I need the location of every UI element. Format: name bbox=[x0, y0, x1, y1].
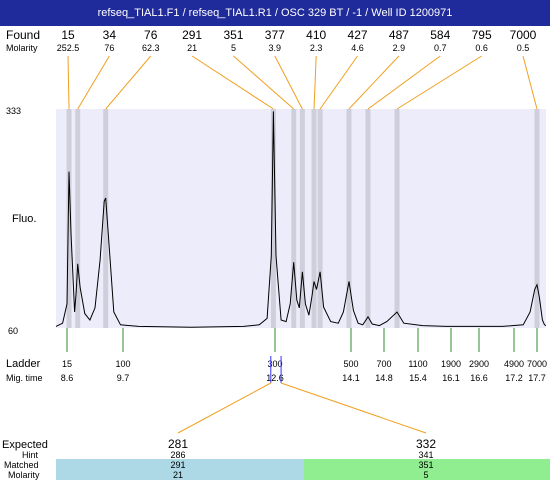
ladder-size-label: 100 bbox=[115, 359, 130, 369]
peak-connector bbox=[397, 56, 482, 109]
matched-label: Matched bbox=[4, 460, 39, 470]
ladder-time-label: 14.1 bbox=[342, 373, 360, 383]
found-molarity-label: 0.5 bbox=[517, 43, 530, 53]
ladder-label: Ladder bbox=[6, 358, 41, 370]
ladder-time-label: 16.6 bbox=[470, 373, 488, 383]
ladder-time-label: 14.8 bbox=[375, 373, 393, 383]
peak-band bbox=[365, 109, 370, 328]
found-size-label: 291 bbox=[182, 28, 202, 42]
ladder-size-label: 7000 bbox=[527, 359, 547, 369]
found-molarity-label: 0.7 bbox=[434, 43, 447, 53]
peak-band bbox=[291, 109, 296, 328]
expected-size: 332 bbox=[416, 437, 436, 451]
peak-connector bbox=[523, 56, 537, 109]
peak-connector bbox=[349, 56, 399, 109]
found-molarity-label: 2.9 bbox=[393, 43, 406, 53]
found-molarity-label: 21 bbox=[187, 43, 197, 53]
found-label: Found bbox=[6, 28, 40, 42]
ladder-size-label: 2900 bbox=[469, 359, 489, 369]
ladder-size-label: 500 bbox=[343, 359, 358, 369]
found-size-label: 7000 bbox=[510, 28, 537, 42]
found-molarity-label: 0.6 bbox=[475, 43, 488, 53]
peak-connector bbox=[68, 56, 69, 109]
found-molarity-label: 62.3 bbox=[142, 43, 160, 53]
found-size-label: 351 bbox=[223, 28, 243, 42]
peak-connector bbox=[192, 56, 273, 109]
y-axis-label: Fluo. bbox=[12, 213, 36, 225]
matched-size: 291 bbox=[170, 460, 185, 470]
matched-size: 351 bbox=[418, 460, 433, 470]
peak-connector bbox=[233, 56, 293, 109]
molarity-label: Molarity bbox=[6, 43, 38, 53]
found-size-label: 410 bbox=[306, 28, 326, 42]
ladder-time-label: 9.7 bbox=[117, 373, 130, 383]
ladder-size-label: 1100 bbox=[408, 359, 427, 369]
expected-connector bbox=[178, 383, 271, 433]
ladder-time-label: 16.1 bbox=[442, 373, 460, 383]
found-size-label: 34 bbox=[103, 28, 117, 42]
peak-band bbox=[395, 109, 400, 328]
ladder-time-label: 15.4 bbox=[409, 373, 427, 383]
expected-connector bbox=[281, 383, 426, 433]
ladder-size-label: 4900 bbox=[504, 359, 524, 369]
found-molarity-label: 3.9 bbox=[269, 43, 282, 53]
peak-connector bbox=[275, 56, 303, 109]
peak-connector bbox=[78, 56, 110, 109]
y-tick-top: 333 bbox=[6, 106, 21, 116]
peak-connector bbox=[320, 56, 357, 109]
ladder-time-label: 8.6 bbox=[61, 373, 74, 383]
found-size-label: 427 bbox=[348, 28, 368, 42]
found-size-label: 76 bbox=[144, 28, 158, 42]
found-size-label: 377 bbox=[265, 28, 285, 42]
found-molarity-label: 2.3 bbox=[310, 43, 323, 53]
matched-molarity: 5 bbox=[423, 470, 428, 480]
found-size-label: 584 bbox=[430, 28, 450, 42]
found-size-label: 487 bbox=[389, 28, 409, 42]
expected-size: 281 bbox=[168, 437, 188, 451]
found-molarity-label: 76 bbox=[104, 43, 114, 53]
peak-connector bbox=[106, 56, 151, 109]
ladder-size-label: 300 bbox=[267, 359, 282, 369]
bottom-molarity-label: Molarity bbox=[8, 470, 40, 480]
found-size-label: 795 bbox=[472, 28, 492, 42]
hint-size: 286 bbox=[170, 450, 185, 460]
found-size-label: 15 bbox=[61, 28, 75, 42]
mig-time-label: Mig. time bbox=[6, 373, 43, 383]
ladder-time-label: 17.2 bbox=[505, 373, 523, 383]
y-tick-bottom: 60 bbox=[8, 326, 18, 336]
peak-connector bbox=[314, 56, 316, 109]
hint-size: 341 bbox=[418, 450, 433, 460]
peak-band bbox=[318, 109, 323, 328]
ladder-size-label: 15 bbox=[62, 359, 72, 369]
hint-label: Hint bbox=[22, 450, 39, 460]
peak-connector bbox=[368, 56, 440, 109]
ladder-size-label: 1900 bbox=[441, 359, 461, 369]
matched-molarity: 21 bbox=[173, 470, 183, 480]
found-molarity-label: 4.6 bbox=[351, 43, 364, 53]
ladder-size-label: 700 bbox=[376, 359, 391, 369]
ladder-time-label: 17.7 bbox=[528, 373, 546, 383]
found-molarity-label: 252.5 bbox=[57, 43, 80, 53]
found-molarity-label: 5 bbox=[231, 43, 236, 53]
